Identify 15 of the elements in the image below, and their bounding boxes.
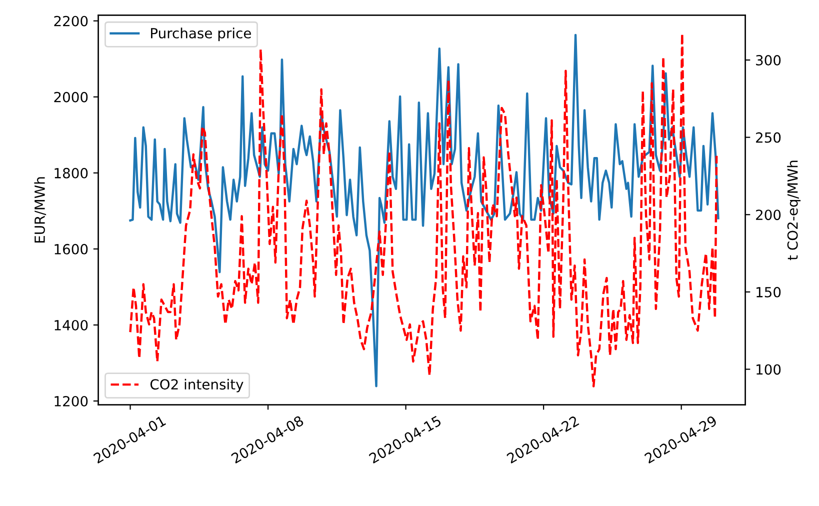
y2-tick-label: 150 <box>756 286 781 298</box>
y2-axis-title: t CO2-eq/MWh <box>787 160 801 260</box>
y-tick-label: 2000 <box>54 92 88 102</box>
y-tick-label: 1800 <box>54 168 88 178</box>
y-tick-label: 1600 <box>54 244 88 254</box>
y-axis-title: EUR/MWh <box>34 177 46 243</box>
y2-tick-label: 250 <box>756 132 781 143</box>
y2-tick-label: 100 <box>756 364 781 375</box>
y-tick-label: 1200 <box>54 396 88 406</box>
legend-label: Purchase price <box>151 28 251 42</box>
y-tick-label: 2200 <box>54 16 88 26</box>
y-tick-label: 1400 <box>54 320 88 330</box>
y2-tick-label: 200 <box>756 210 781 220</box>
y2-tick-label: 300 <box>756 54 781 66</box>
legend-label: CO2 intensity <box>150 378 244 392</box>
